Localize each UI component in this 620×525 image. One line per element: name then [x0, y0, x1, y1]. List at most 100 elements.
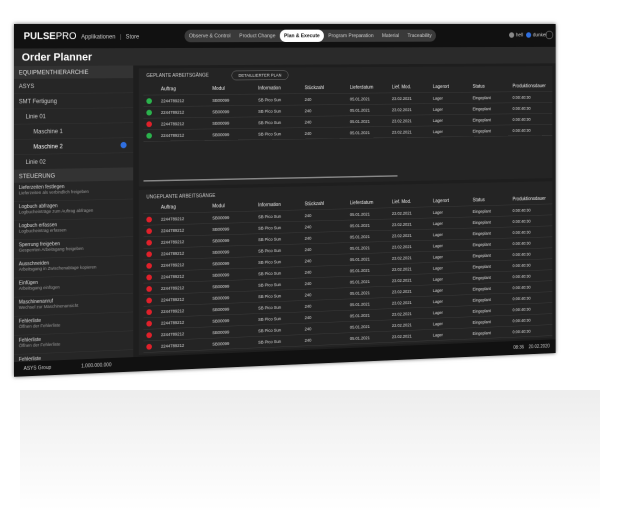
panel-title: UNGEPLANTE ARBEITSGÄNGE [146, 193, 216, 200]
data-table: Auftrag Modul Information Stückzahl Lieferda… [143, 193, 553, 353]
nav-link[interactable]: Applikationen [81, 33, 116, 41]
table-cell: 0:00:40:30 [509, 324, 553, 338]
table-wrap: Auftrag Modul Information Stückzahl Lieferda… [143, 193, 553, 353]
nav-sep: | [120, 33, 122, 40]
footer-number: 1.000.000.000 [81, 362, 112, 369]
theme-label: hell [515, 32, 524, 38]
status-cell [143, 248, 159, 260]
hierarchy-label: Maschine 2 [33, 142, 63, 151]
status-cell [143, 317, 159, 330]
column-header: Information [255, 82, 302, 95]
table-cell: 240 [301, 127, 348, 140]
theme-option[interactable]: hell [509, 32, 523, 38]
hierarchy-item[interactable]: Maschine 1 [14, 122, 134, 140]
column-header: Status [470, 81, 510, 93]
tab[interactable]: Material [381, 32, 400, 39]
status-dot [146, 109, 152, 116]
hierarchy-label: Linie 01 [25, 112, 46, 120]
table-cell: 2244789212 [158, 117, 210, 130]
column-header: Produktionsdauer [509, 80, 553, 92]
company: ASYS Group [23, 364, 52, 372]
time: 08:36 [513, 344, 524, 351]
status-cell [143, 213, 159, 226]
nav-link[interactable]: Store [125, 33, 140, 40]
status-dot [146, 308, 152, 315]
table-cell: 0:00:40:30 [509, 124, 553, 136]
table-cell: SB Pico Sun [255, 127, 302, 140]
data-table: Auftrag Modul Information Stückzahl Lieferda… [143, 80, 553, 142]
status-dot [146, 331, 152, 338]
table-cell: 240 [301, 115, 348, 128]
control-item-subtitle: Lieferzeiten als verbindlich freigeben [18, 189, 89, 196]
control-list: Lieferzeiten festlegen Lieferzeiten als v… [14, 180, 134, 374]
status-cell [143, 106, 159, 119]
hierarchy-item[interactable]: SMT Fertigung [14, 93, 134, 110]
status-dot [146, 132, 152, 139]
hierarchy-label: Maschine 1 [33, 127, 63, 135]
table-cell: 23.02.2021 [389, 125, 431, 138]
hierarchy-item[interactable]: Linie 02 [14, 152, 134, 171]
user-icon[interactable] [545, 30, 554, 40]
status-cell [143, 305, 159, 318]
table-cell: SB00099 [209, 128, 256, 141]
page-title: Order Planner [14, 46, 556, 67]
hierarchy-item[interactable]: ASYS [14, 78, 134, 95]
status-cell [143, 118, 159, 130]
table-cell: SB Pico Sun [255, 93, 302, 106]
tab-bar: Observe & Control Product Change Plan & Ex… [184, 29, 436, 43]
table-cell: 23.02.2021 [389, 114, 431, 127]
tab[interactable]: Product Change [239, 33, 276, 39]
table-cell: Eingeplant [470, 326, 510, 340]
status-dot [146, 320, 152, 327]
status-cell [143, 259, 159, 272]
status-cell [143, 129, 159, 142]
table-cell: Lager [430, 327, 471, 341]
panel-title: GEPLANTE ARBEITSGÄNGE [146, 72, 209, 79]
tab[interactable]: Program Preparation [328, 32, 374, 39]
status-dot [146, 285, 152, 292]
hierarchy-label: Linie 02 [25, 158, 46, 166]
table-cell: Eingeplant [470, 102, 510, 115]
table-cell: 05.01.2021 [347, 104, 390, 116]
status-header [143, 202, 159, 214]
table-cell: SB00099 [209, 94, 256, 106]
status-header [143, 83, 159, 96]
reflection [20, 390, 600, 510]
status-cell [143, 328, 159, 341]
hierarchy-item[interactable]: Linie 01 [14, 107, 134, 125]
sidebar: EQUIPMENTHIERARCHIE ASYS SMT Fertigung Lin… [14, 65, 134, 374]
tab[interactable]: Observe & Control [188, 33, 231, 39]
theme-option[interactable]: dunkel [526, 32, 547, 38]
status-cell [143, 340, 159, 353]
column-header: Lagerort [430, 81, 471, 93]
status-dot [146, 251, 152, 258]
hierarchy-label: ASYS [18, 82, 35, 90]
detail-button[interactable]: DETAILLIERTER PLAN [231, 70, 289, 81]
table-cell: SB00099 [209, 105, 256, 118]
table-cell: Lager [430, 92, 471, 104]
status-cell [143, 294, 159, 307]
status-cell [143, 94, 159, 107]
status-cell [143, 224, 159, 237]
tab[interactable]: Plan & Execute [279, 29, 324, 43]
check-icon [120, 141, 127, 149]
table-cell: Eingeplant [470, 91, 510, 104]
table-cell: 05.01.2021 [347, 331, 390, 345]
table-cell: 0:00:40:30 [509, 102, 553, 114]
column-header: Auftrag [158, 83, 210, 95]
table-cell: 05.01.2021 [347, 115, 390, 128]
table-cell: 05.01.2021 [347, 92, 390, 105]
column-header: Lieferdatum [347, 81, 390, 94]
hierarchy-title: EQUIPMENTHIERARCHIE [14, 65, 134, 79]
table-cell: 23.02.2021 [389, 329, 431, 343]
status-cell [143, 236, 159, 249]
tab[interactable]: Traceability [407, 32, 432, 39]
table-cell: 2244789212 [158, 128, 210, 142]
date: 20.02.2020 [528, 343, 550, 350]
planned-panel: GEPLANTE ARBEITSGÄNGE DETAILLIERTER PLAN… [138, 66, 553, 187]
status-dot [146, 297, 152, 304]
table-cell: 240 [301, 104, 348, 117]
table-cell: 0:00:40:30 [509, 113, 553, 125]
brand-strong: PULSE [23, 30, 56, 42]
column-header: Modul [209, 82, 256, 95]
